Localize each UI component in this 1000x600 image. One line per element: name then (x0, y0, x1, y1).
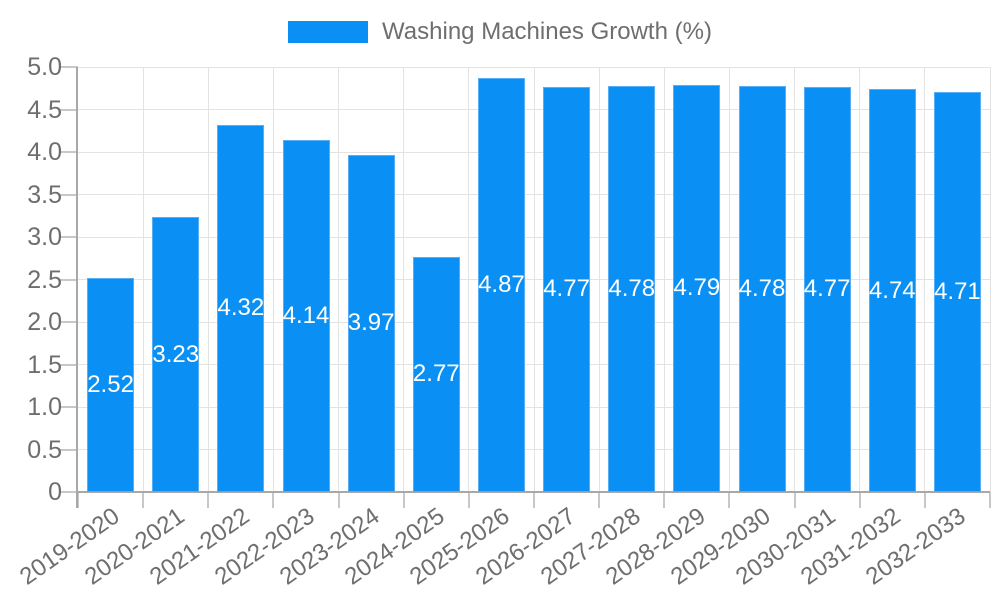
y-tick-mark (60, 151, 78, 153)
x-gridline (794, 67, 796, 492)
x-tick-mark (337, 492, 340, 508)
x-gridline (728, 67, 730, 492)
x-tick-mark (402, 492, 405, 508)
y-tick-mark (60, 321, 78, 323)
bar (673, 84, 721, 492)
bar (803, 86, 851, 492)
x-tick-mark (663, 492, 666, 508)
x-tick-mark (793, 492, 796, 508)
bar-value-label: 4.32 (217, 294, 265, 322)
bar (217, 124, 265, 492)
y-tick-label: 2.5 (27, 265, 62, 294)
x-tick-mark (598, 492, 601, 508)
bar-value-label: 4.78 (738, 274, 786, 302)
x-tick-mark (207, 492, 210, 508)
y-tick-label: 3.5 (27, 180, 62, 209)
x-gridline (272, 67, 274, 492)
y-tick-label: 2.0 (27, 308, 62, 336)
y-tick-label: 4.0 (27, 138, 62, 166)
bar-value-label: 4.77 (803, 275, 851, 303)
y-axis-line (76, 67, 78, 508)
bar (738, 85, 786, 492)
x-gridline (859, 67, 861, 492)
legend-item[interactable]: Washing Machines Growth (%) (0, 18, 1000, 46)
bar (608, 85, 656, 492)
y-tick-mark (60, 66, 78, 68)
y-tick-mark (60, 491, 78, 493)
x-gridline (142, 67, 144, 492)
x-tick-mark (272, 492, 275, 508)
bar (152, 217, 200, 492)
y-tick-label: 3.0 (27, 223, 62, 251)
bar-value-label: 3.97 (347, 309, 395, 337)
bar (933, 91, 981, 492)
y-tick-label: 0 (48, 478, 62, 506)
y-tick-label: 4.5 (27, 95, 62, 124)
y-tick-label: 5.0 (27, 53, 62, 81)
bar-value-label: 4.71 (934, 277, 981, 305)
y-tick-mark (60, 406, 78, 408)
x-gridline (533, 67, 535, 492)
y-tick-mark (60, 363, 78, 366)
bar (477, 78, 525, 492)
y-tick-mark (60, 278, 78, 281)
bar-value-label: 2.77 (412, 360, 460, 388)
x-gridline (924, 67, 926, 492)
bar-value-label: 4.77 (543, 275, 590, 303)
bar-value-label: 3.23 (152, 340, 200, 368)
bar (543, 86, 591, 492)
y-tick-mark (60, 193, 78, 196)
bar-value-label: 4.87 (478, 271, 525, 299)
x-tick-mark (728, 492, 731, 508)
x-tick-mark (989, 492, 991, 508)
bar (347, 154, 395, 492)
bar (87, 277, 135, 492)
y-tick-label: 1.0 (27, 393, 62, 421)
x-tick-mark (467, 492, 470, 508)
x-tick-mark (77, 492, 79, 508)
bar-value-label: 4.78 (608, 274, 656, 302)
y-tick-label: 1.5 (27, 350, 62, 379)
x-gridline (989, 67, 991, 492)
y-tick-label: 0.5 (27, 435, 62, 464)
x-tick-mark (858, 492, 861, 508)
legend-swatch (288, 21, 369, 43)
y-tick-mark (60, 448, 78, 451)
bar-value-label: 2.52 (87, 370, 134, 398)
x-gridline (403, 67, 405, 492)
x-gridline (663, 67, 665, 492)
x-axis-line (78, 491, 990, 493)
x-tick-mark (923, 492, 926, 508)
bar-value-label: 4.14 (282, 302, 330, 330)
bar-value-label: 4.79 (673, 274, 721, 302)
bar (868, 89, 916, 492)
x-gridline (468, 67, 470, 492)
bar (412, 256, 460, 492)
x-gridline (338, 67, 340, 492)
bar (282, 140, 330, 492)
x-tick-mark (533, 492, 535, 508)
y-tick-mark (60, 236, 78, 238)
x-tick-mark (142, 492, 145, 508)
x-gridline (598, 67, 600, 492)
legend-label: Washing Machines Growth (%) (382, 18, 712, 45)
bar-value-label: 4.74 (868, 276, 916, 304)
x-gridline (207, 67, 209, 492)
y-tick-mark (60, 108, 78, 111)
